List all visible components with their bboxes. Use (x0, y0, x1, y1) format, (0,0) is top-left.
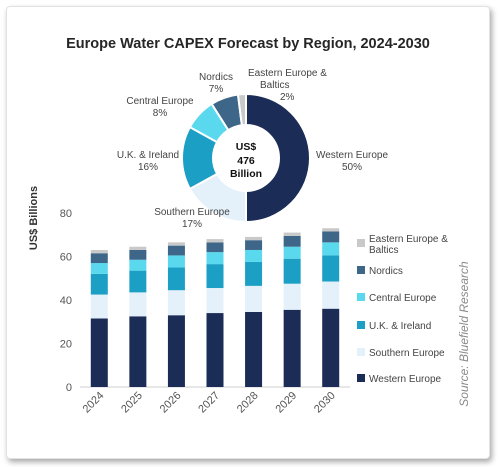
legend-swatch (357, 239, 365, 247)
bar-segment-central-europe (283, 246, 301, 259)
donut-pct-label: 50% (342, 162, 362, 173)
y-tick-label: 0 (66, 382, 72, 394)
legend-swatch (357, 348, 365, 356)
bar-segment-western-europe (322, 308, 340, 387)
donut-slice-western-europe (245, 92, 311, 224)
bar-segment-central-europe (129, 259, 147, 271)
bar-segment-southern-europe (206, 288, 224, 314)
donut-label: Nordics (199, 72, 233, 83)
bar-segment-southern-europe (90, 294, 108, 319)
donut-pct-label: 16% (138, 162, 158, 173)
bar-segment-eastern-europe-baltics (283, 232, 301, 236)
legend-swatch (357, 266, 365, 274)
bar-segment-nordics (283, 235, 301, 247)
y-tick-label: 80 (60, 208, 72, 220)
bar-segment-southern-europe (129, 292, 147, 317)
legend-swatch (357, 321, 365, 329)
donut-pct-label: 2% (280, 92, 295, 103)
bar-segment-eastern-europe-baltics (167, 242, 185, 246)
legend-label: Western Europe (369, 374, 442, 385)
bar-segment-u-k-ireland (167, 267, 185, 291)
bar-segment-southern-europe (322, 281, 340, 309)
bar-segment-u-k-ireland (90, 273, 108, 295)
bar-segment-u-k-ireland (206, 264, 224, 289)
bar-segment-western-europe (129, 316, 147, 387)
legend-swatch (357, 293, 365, 301)
legend-label: U.K. & Ireland (369, 321, 431, 332)
legend-label: Southern Europe (369, 348, 445, 359)
donut-pct-label: 8% (153, 108, 168, 119)
legend-label: Central Europe (369, 293, 437, 304)
bar-segment-western-europe (167, 315, 185, 387)
donut-pct-label: 7% (209, 84, 224, 95)
donut-center-label: Billion (230, 168, 262, 180)
bar-segment-central-europe (245, 249, 263, 262)
x-tick-label: 2026 (158, 390, 184, 416)
x-tick-label: 2028 (235, 390, 261, 416)
bar-segment-u-k-ireland (322, 255, 340, 282)
bar-segment-western-europe (90, 318, 108, 387)
donut-center-label: US$ (236, 141, 257, 153)
x-tick-label: 2027 (196, 390, 222, 416)
donut-label: Eastern Europe & (248, 68, 327, 79)
bar-segment-southern-europe (245, 285, 263, 312)
bar-segment-western-europe (206, 313, 224, 387)
bar-segment-eastern-europe-baltics (90, 249, 108, 254)
bar-segment-nordics (90, 253, 108, 264)
donut-slice-eastern-europe-baltics (236, 92, 247, 127)
bar-segment-central-europe (90, 263, 108, 274)
x-tick-label: 2029 (273, 390, 299, 416)
bar-segment-nordics (129, 249, 147, 260)
x-tick-label: 2025 (119, 390, 145, 416)
y-tick-label: 60 (60, 252, 72, 264)
donut-label: Central Europe (126, 96, 194, 107)
bar-segment-nordics (206, 242, 224, 253)
bar-segment-southern-europe (283, 283, 301, 310)
y-tick-label: 40 (60, 295, 72, 307)
chart-title: Europe Water CAPEX Forecast by Region, 2… (66, 36, 430, 52)
bar-segment-u-k-ireland (283, 258, 301, 284)
donut-center-label: 476 (237, 155, 255, 167)
bar-segment-eastern-europe-baltics (322, 228, 340, 232)
donut-label: Western Europe (316, 150, 389, 161)
bar-segment-central-europe (167, 255, 185, 268)
bar-segment-u-k-ireland (129, 270, 147, 293)
bar-segment-u-k-ireland (245, 261, 263, 286)
bar-segment-eastern-europe-baltics (245, 236, 263, 241)
x-tick-label: 2030 (312, 390, 338, 416)
bar-segment-western-europe (283, 309, 301, 387)
y-tick-label: 20 (60, 339, 72, 351)
donut-label: U.K. & Ireland (117, 150, 179, 161)
x-tick-label: 2024 (81, 390, 107, 416)
bar-segment-nordics (245, 240, 263, 250)
legend-label: Nordics (369, 266, 403, 277)
donut-label: Southern Europe (154, 207, 230, 218)
bar-segment-nordics (167, 245, 185, 256)
bar-segment-central-europe (206, 252, 224, 265)
bar-segment-eastern-europe-baltics (129, 246, 147, 250)
legend-label: Eastern Europe & Baltics (369, 234, 448, 256)
donut-label: Baltics (260, 80, 289, 91)
bar-segment-western-europe (245, 311, 263, 387)
bar-segment-southern-europe (167, 290, 185, 316)
bar-segment-nordics (322, 231, 340, 243)
donut-pct-label: 17% (182, 219, 202, 230)
bar-segment-central-europe (322, 242, 340, 256)
bar-segment-eastern-europe-baltics (206, 239, 224, 243)
legend-swatch (357, 374, 365, 382)
